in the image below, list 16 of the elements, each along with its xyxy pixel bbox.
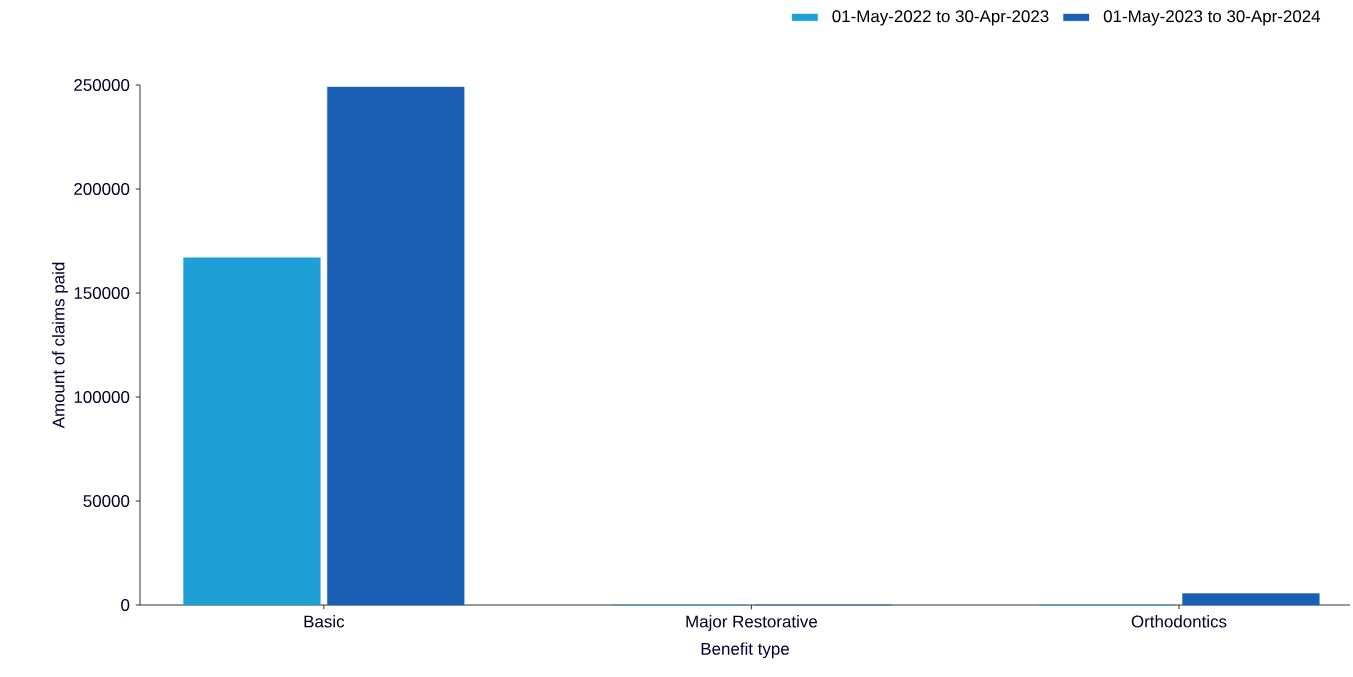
y-axis-title: Amount of claims paid [52,262,68,429]
y-tick-label: 100000 [74,391,130,403]
y-tick-label: 0 [121,599,130,611]
legend-label: 01-May-2023 to 30-Apr-2024 [1103,10,1321,26]
bar [183,257,321,606]
bar [327,86,465,606]
x-tick-label: Major Restorative [686,615,817,631]
y-tick-label: 150000 [74,287,130,299]
x-tick-label: Basic [304,615,345,628]
y-tick-label: 50000 [83,495,130,507]
y-tick-label: 250000 [74,79,130,91]
bar [1182,593,1320,606]
y-tick-label: 200000 [74,183,130,195]
x-axis-title: Benefit type [701,642,789,659]
x-tick-label: Orthodontics [1131,615,1227,628]
legend-label: 01-May-2022 to 30-Apr-2023 [832,10,1049,26]
